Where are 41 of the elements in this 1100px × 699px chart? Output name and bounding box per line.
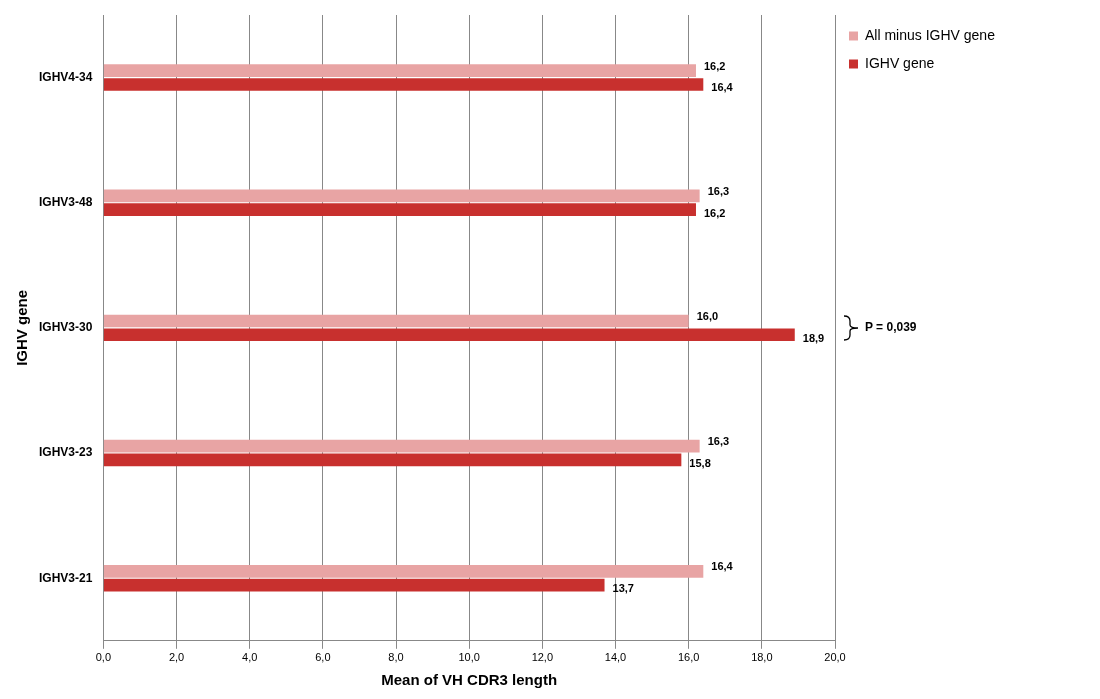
data-label: 16,2 — [703, 206, 726, 219]
text: P = 0,039 — [865, 320, 917, 335]
data-label: 16,3 — [707, 184, 730, 197]
x-tick-label: 12,0 — [531, 651, 554, 664]
y-tick-label: IGHV3-23 — [39, 445, 93, 460]
data-label: 18,9 — [802, 331, 825, 344]
data-label: 16,3 — [707, 435, 730, 448]
x-tick-label: 2,0 — [168, 651, 185, 664]
bar — [103, 328, 795, 342]
x-tick-label: 6,0 — [315, 651, 331, 664]
x-tick-label: 14,0 — [604, 651, 627, 664]
bar — [103, 565, 704, 578]
y-tick-label: IGHV3-21 — [39, 570, 93, 585]
data-label: 16,0 — [696, 310, 719, 323]
bar — [103, 189, 700, 203]
data-label: 15,8 — [689, 456, 711, 469]
x-tick-label: 4,0 — [242, 651, 258, 664]
x-tick-label: 0,0 — [95, 651, 111, 664]
data-label: 13,7 — [612, 582, 634, 595]
y-tick-label: IGHV3-48 — [39, 195, 93, 210]
x-tick-label: 20,0 — [824, 651, 846, 664]
bar — [103, 78, 704, 91]
y-tick-label: IGHV4-34 — [39, 69, 93, 84]
bar — [103, 314, 689, 328]
bar — [103, 453, 682, 467]
x-tick-label: 18,0 — [751, 651, 773, 664]
legend-label: IGHV gene — [865, 54, 935, 71]
bar — [103, 64, 696, 78]
x-tick-label: 16,0 — [677, 651, 700, 664]
bar — [103, 203, 696, 216]
bar — [103, 578, 605, 592]
data-label: 16,4 — [711, 81, 734, 94]
y-axis-title: IGHV gene — [13, 289, 31, 366]
x-tick-label: 10,0 — [458, 651, 480, 664]
legend-label: All minus IGHV gene — [865, 26, 996, 43]
data-label: 16,2 — [703, 59, 726, 72]
x-tick-label: 8,0 — [388, 651, 404, 664]
y-tick-label: IGHV3-30 — [39, 320, 93, 335]
x-axis-title: Mean of VH CDR3 length — [381, 671, 558, 689]
data-label: 16,4 — [711, 560, 734, 573]
bar — [103, 439, 700, 453]
